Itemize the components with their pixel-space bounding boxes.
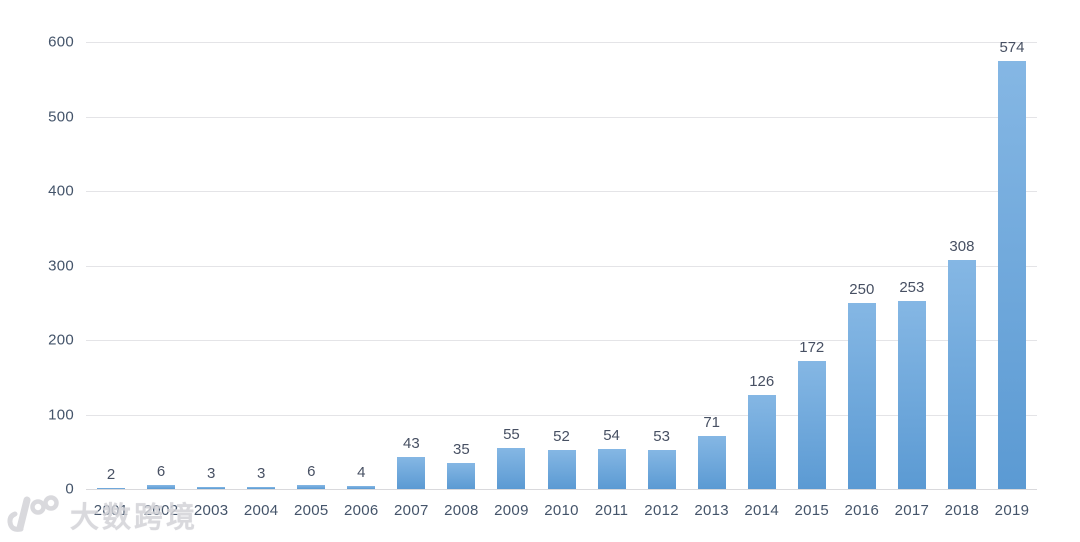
x-tick-label: 2002: [143, 502, 179, 519]
gridline: [86, 42, 1037, 43]
x-tick-label: 2013: [694, 502, 729, 519]
bar: [597, 448, 626, 489]
bar: [297, 484, 326, 489]
x-tick-label: 2005: [293, 502, 329, 519]
gridline: [86, 265, 1037, 267]
x-tick-label: 2016: [844, 502, 880, 519]
bar: [947, 259, 976, 489]
y-tick-label: 500: [48, 108, 74, 125]
gridline: [86, 340, 1037, 341]
x-tick-label: 2017: [894, 502, 930, 519]
x-tick-label: 2010: [544, 502, 579, 519]
x-tick-label: 2006: [343, 502, 379, 519]
bar: [97, 487, 126, 489]
bar: [847, 302, 876, 489]
bar-value-label: 71: [703, 414, 720, 432]
bar-value-label: 3: [257, 464, 266, 482]
x-tick-label: 2003: [193, 502, 229, 519]
gridline: [86, 116, 1037, 118]
x-tick-label: 2019: [994, 502, 1030, 519]
bar-value-label: 308: [949, 237, 975, 255]
bar-value-label: 250: [849, 280, 875, 298]
bar: [147, 484, 176, 489]
bar-value-label: 35: [453, 440, 470, 458]
y-tick-label: 100: [48, 406, 74, 423]
bar: [747, 395, 776, 489]
gridline: [86, 414, 1037, 416]
y-tick-label: 400: [48, 182, 74, 200]
bar: [497, 448, 526, 489]
x-tick-label: 2014: [744, 502, 779, 519]
x-tick-label: 2012: [644, 502, 679, 519]
x-tick-label: 2015: [794, 502, 830, 519]
x-tick-label: 2011: [594, 502, 629, 519]
bar-value-label: 126: [749, 373, 775, 391]
x-tick-label: 2004: [243, 502, 279, 519]
bar-value-label: 253: [899, 278, 925, 296]
bar-value-label: 4: [357, 464, 366, 482]
bar-value-label: 2: [106, 465, 116, 483]
plot-area: 2 6 3 3 6 4 43 35 55 52 54 53 71 126 172 250 253 308 574: [86, 39, 1037, 490]
bar: [447, 462, 476, 489]
x-tick-label: 2008: [444, 502, 479, 519]
bar: [897, 300, 926, 489]
bar-value-label: 55: [503, 426, 520, 444]
bar-value-label: 6: [156, 462, 166, 480]
bar-value-label: 3: [206, 464, 216, 482]
bar-value-label: 574: [999, 39, 1025, 57]
bar: [797, 360, 826, 489]
x-tick-label: 2007: [394, 502, 429, 519]
gridline: [86, 191, 1037, 192]
y-tick-label: 0: [65, 480, 74, 498]
bar: [547, 450, 576, 489]
bar: [197, 486, 226, 489]
x-tick-label: 2009: [494, 502, 529, 519]
watermark-text: 大数跨境: [70, 502, 199, 534]
bar-value-label: 43: [402, 434, 420, 452]
bar-value-label: 6: [307, 462, 316, 480]
gridline: [86, 489, 1037, 490]
bar-value-label: 172: [799, 338, 825, 356]
bar-value-label: 52: [553, 428, 570, 446]
x-tick-label: 2001: [93, 502, 129, 519]
y-tick-label: 600: [48, 33, 74, 51]
dashukuajing-100-logo-icon: [5, 495, 63, 542]
bar: [347, 486, 376, 489]
x-tick-label: 2018: [944, 502, 980, 519]
bar: [647, 449, 676, 489]
bar: [997, 61, 1026, 489]
bar: [397, 456, 426, 489]
y-tick-label: 200: [48, 331, 74, 349]
bar-value-label: 53: [653, 427, 670, 445]
bar: [697, 436, 726, 489]
bar-value-label: 54: [603, 426, 620, 444]
y-tick-label: 300: [48, 257, 74, 274]
bar: [247, 486, 276, 489]
